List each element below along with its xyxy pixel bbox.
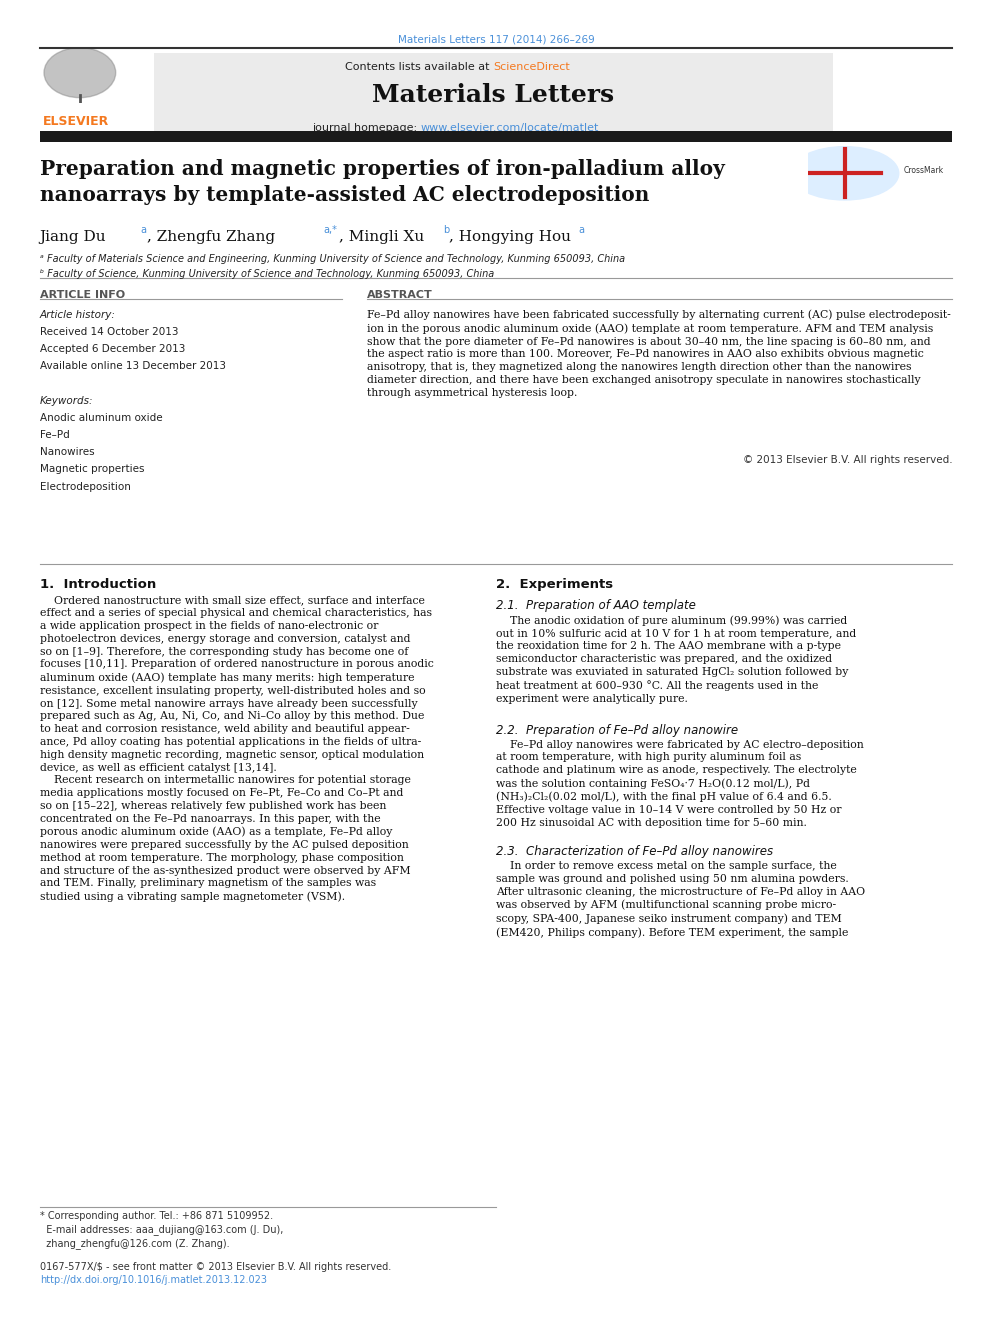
Text: Fe–Pd: Fe–Pd (40, 430, 69, 441)
Text: Electrodeposition: Electrodeposition (40, 482, 131, 492)
Text: Materials Letters 117 (2014) 266–269: Materials Letters 117 (2014) 266–269 (398, 34, 594, 45)
Text: Received 14 October 2013: Received 14 October 2013 (40, 327, 179, 337)
Text: Ordered nanostructure with small size effect, surface and interface
effect and a: Ordered nanostructure with small size ef… (40, 595, 434, 902)
Text: * Corresponding author. Tel.: +86 871 5109952.
  E-mail addresses: aaa_dujiang@1: * Corresponding author. Tel.: +86 871 51… (40, 1211, 283, 1249)
Text: Article history:: Article history: (40, 310, 115, 320)
Text: www.elsevier.com/locate/matlet: www.elsevier.com/locate/matlet (421, 123, 599, 134)
Text: , Mingli Xu: , Mingli Xu (339, 230, 425, 245)
Text: Materials Letters: Materials Letters (372, 83, 614, 107)
Circle shape (791, 147, 899, 200)
Text: © 2013 Elsevier B.V. All rights reserved.: © 2013 Elsevier B.V. All rights reserved… (743, 455, 952, 466)
Text: 2.2.  Preparation of Fe–Pd alloy nanowire: 2.2. Preparation of Fe–Pd alloy nanowire (496, 724, 738, 737)
Text: 2.3.  Characterization of Fe–Pd alloy nanowires: 2.3. Characterization of Fe–Pd alloy nan… (496, 845, 773, 859)
Text: Keywords:: Keywords: (40, 396, 93, 406)
Text: The anodic oxidation of pure aluminum (99.99%) was carried
out in 10% sulfuric a: The anodic oxidation of pure aluminum (9… (496, 615, 856, 704)
Text: ABSTRACT: ABSTRACT (367, 290, 433, 300)
Text: , Hongying Hou: , Hongying Hou (449, 230, 571, 245)
Text: Preparation and magnetic properties of iron-palladium alloy
nanoarrays by templa: Preparation and magnetic properties of i… (40, 159, 724, 205)
Text: CrossMark: CrossMark (904, 165, 944, 175)
Text: a,*: a,* (323, 225, 337, 235)
Text: Available online 13 December 2013: Available online 13 December 2013 (40, 361, 226, 372)
Text: In order to remove excess metal on the sample surface, the
sample was ground and: In order to remove excess metal on the s… (496, 861, 865, 938)
Text: ARTICLE INFO: ARTICLE INFO (40, 290, 125, 300)
Text: Fe–Pd alloy nanowires have been fabricated successfully by alternating current (: Fe–Pd alloy nanowires have been fabricat… (367, 310, 950, 398)
Text: Fe–Pd alloy nanowires were fabricated by AC electro–deposition
at room temperatu: Fe–Pd alloy nanowires were fabricated by… (496, 740, 864, 828)
Text: b: b (443, 225, 449, 235)
Text: 2.1.  Preparation of AAO template: 2.1. Preparation of AAO template (496, 599, 695, 613)
Text: ELSEVIER: ELSEVIER (44, 115, 109, 128)
Text: Jiang Du: Jiang Du (40, 230, 106, 245)
Text: journal homepage:: journal homepage: (311, 123, 421, 134)
Text: ScienceDirect: ScienceDirect (493, 62, 569, 73)
Text: ᵇ Faculty of Science, Kunming University of Science and Technology, Kunming 6500: ᵇ Faculty of Science, Kunming University… (40, 269, 494, 279)
Text: Nanowires: Nanowires (40, 447, 94, 458)
Text: 2.  Experiments: 2. Experiments (496, 578, 613, 591)
Text: http://dx.doi.org/10.1016/j.matlet.2013.12.023: http://dx.doi.org/10.1016/j.matlet.2013.… (40, 1275, 267, 1286)
Text: Magnetic properties: Magnetic properties (40, 464, 144, 475)
Text: 1.  Introduction: 1. Introduction (40, 578, 156, 591)
Text: ᵃ Faculty of Materials Science and Engineering, Kunming University of Science an: ᵃ Faculty of Materials Science and Engin… (40, 254, 625, 265)
Text: a: a (578, 225, 584, 235)
Text: 0167-577X/$ - see front matter © 2013 Elsevier B.V. All rights reserved.: 0167-577X/$ - see front matter © 2013 El… (40, 1262, 391, 1273)
Text: Contents lists available at: Contents lists available at (345, 62, 493, 73)
Text: a: a (141, 225, 147, 235)
Text: , Zhengfu Zhang: , Zhengfu Zhang (147, 230, 275, 245)
Text: Accepted 6 December 2013: Accepted 6 December 2013 (40, 344, 186, 355)
Text: Anodic aluminum oxide: Anodic aluminum oxide (40, 413, 163, 423)
Ellipse shape (44, 48, 116, 98)
